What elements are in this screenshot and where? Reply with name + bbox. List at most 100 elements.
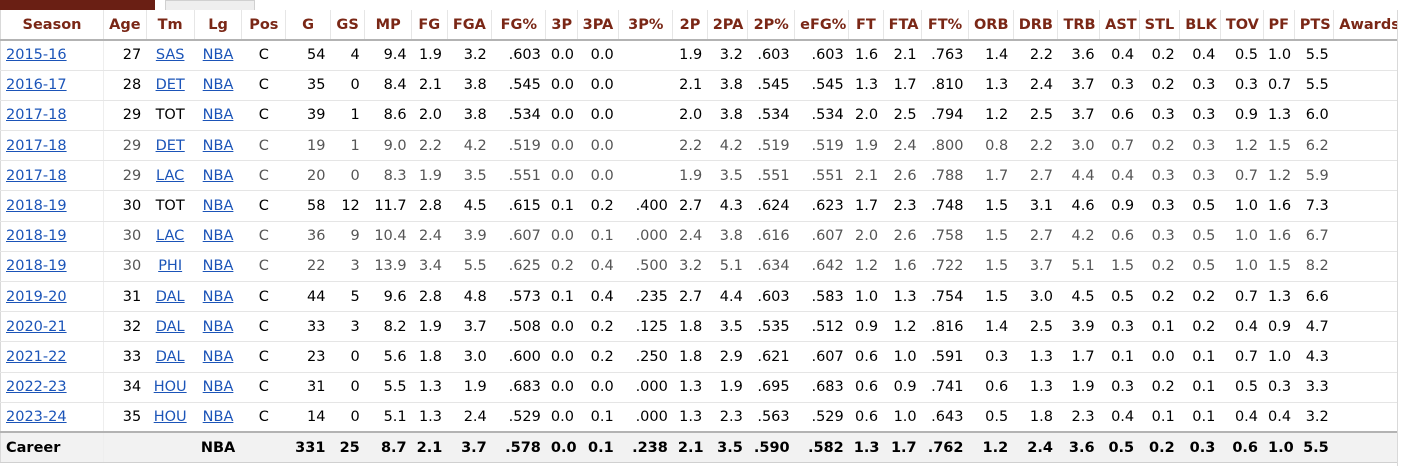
cell-fg: 2.2	[411, 130, 448, 162]
team-link[interactable]: SAS	[146, 40, 195, 71]
cell-p3: 0.0	[545, 311, 578, 343]
cell-age: 30	[103, 190, 147, 222]
column-header-awards[interactable]: Awards	[1333, 10, 1398, 41]
league-link[interactable]: NBA	[194, 372, 242, 403]
cell-ft: 1.7	[848, 190, 884, 222]
season-link[interactable]: 2017-18	[0, 100, 105, 132]
cell-g: 33	[285, 311, 331, 343]
column-header-3p-pct[interactable]: 3P%	[618, 10, 674, 41]
cell-pts: 6.2	[1294, 130, 1334, 162]
cell-efg: .534	[794, 100, 849, 132]
league-link[interactable]: NBA	[194, 130, 242, 162]
column-header-blk[interactable]: BLK	[1179, 10, 1221, 41]
column-header-fga[interactable]: FGA	[447, 10, 493, 41]
season-link[interactable]: 2022-23	[0, 372, 105, 403]
league-link[interactable]: NBA	[194, 281, 242, 313]
column-header-ft[interactable]: FT	[848, 10, 884, 41]
cell-pp2: .634	[747, 251, 795, 283]
tab-active[interactable]	[0, 0, 155, 12]
season-link[interactable]: 2018-19	[0, 251, 105, 283]
cell-efg: .551	[794, 160, 849, 192]
cell-fgp: .615	[491, 190, 546, 222]
cell-p3: 0.1	[545, 281, 578, 313]
cell-fg: 2.8	[411, 281, 448, 313]
season-link[interactable]: 2016-17	[0, 70, 105, 101]
column-header-ft-pct[interactable]: FT%	[921, 10, 969, 41]
cell-p3: 0.1	[545, 190, 578, 222]
cell-ftp: .643	[921, 402, 969, 433]
column-header-fg[interactable]: FG	[411, 10, 448, 41]
cell-fgp: .625	[491, 251, 546, 283]
column-header-ast[interactable]: AST	[1099, 10, 1140, 41]
league-link[interactable]: NBA	[194, 221, 242, 252]
team-link[interactable]: LAC	[146, 160, 195, 192]
column-header-pos[interactable]: Pos	[241, 10, 287, 41]
column-header-g[interactable]: G	[285, 10, 331, 41]
column-header-3pa[interactable]: 3PA	[577, 10, 620, 41]
season-link[interactable]: 2018-19	[0, 190, 105, 222]
team-link[interactable]: DAL	[146, 341, 195, 373]
cell-ftp: .591	[921, 341, 969, 373]
column-header-stl[interactable]: STL	[1139, 10, 1181, 41]
column-header-season[interactable]: Season	[0, 10, 105, 41]
column-header-orb[interactable]: ORB	[968, 10, 1014, 41]
column-header-mp[interactable]: MP	[364, 10, 413, 41]
team-link[interactable]: DET	[146, 130, 195, 162]
league-link[interactable]: NBA	[194, 100, 242, 132]
league-link[interactable]: NBA	[194, 251, 242, 283]
cell-pts: 4.7	[1294, 311, 1334, 343]
team-link[interactable]: HOU	[146, 402, 195, 433]
cell-stl: 0.2	[1139, 431, 1180, 464]
column-header-gs[interactable]: GS	[330, 10, 366, 41]
season-link[interactable]: 2018-19	[0, 221, 105, 252]
season-link[interactable]: 2017-18	[0, 160, 105, 192]
cell-mp: 5.5	[364, 372, 412, 403]
season-link[interactable]: 2015-16	[0, 40, 105, 71]
column-header-tm[interactable]: Tm	[146, 10, 195, 41]
team-link[interactable]: DET	[146, 70, 195, 101]
tab-inactive[interactable]	[165, 0, 255, 12]
column-header-lg[interactable]: Lg	[194, 10, 243, 41]
column-header-drb[interactable]: DRB	[1013, 10, 1059, 41]
team-link[interactable]: HOU	[146, 372, 195, 403]
column-header-trb[interactable]: TRB	[1057, 10, 1101, 41]
cell-blk: 0.3	[1179, 160, 1221, 192]
season-link[interactable]: 2017-18	[0, 130, 105, 162]
cell-p2: 1.9	[672, 40, 708, 71]
league-link[interactable]: NBA	[194, 311, 242, 343]
column-header-pts[interactable]: PTS	[1294, 10, 1335, 41]
team-link[interactable]: LAC	[146, 221, 195, 252]
column-header-2p[interactable]: 2P	[672, 10, 708, 41]
cell-fga: 3.0	[447, 341, 492, 373]
column-header-2p-pct[interactable]: 2P%	[747, 10, 796, 41]
cell-fg: 1.9	[411, 40, 448, 71]
column-header-efg-pct[interactable]: eFG%	[794, 10, 850, 41]
league-link[interactable]: NBA	[194, 190, 242, 222]
league-link[interactable]: NBA	[194, 70, 242, 101]
team-link[interactable]: DAL	[146, 281, 195, 313]
team-link[interactable]: PHI	[146, 251, 195, 283]
league-link[interactable]: NBA	[194, 160, 242, 192]
cell-awards	[1333, 190, 1398, 222]
season-link[interactable]: 2019-20	[0, 281, 105, 313]
column-header-pf[interactable]: PF	[1263, 10, 1295, 41]
cell-age: 30	[103, 251, 147, 283]
column-header-fta[interactable]: FTA	[883, 10, 923, 41]
cell-fta: 1.2	[883, 311, 922, 343]
league-link[interactable]: NBA	[194, 40, 242, 71]
column-header-age[interactable]: Age	[103, 10, 147, 41]
season-link[interactable]: 2021-22	[0, 341, 105, 373]
column-header-3p[interactable]: 3P	[545, 10, 578, 41]
column-header-tov[interactable]: TOV	[1220, 10, 1264, 41]
cell-pp2: .695	[747, 372, 795, 403]
cell-efg: .642	[794, 251, 849, 283]
league-link[interactable]: NBA	[194, 341, 242, 373]
season-link[interactable]: 2023-24	[0, 402, 105, 433]
cell-pp3: .235	[618, 281, 673, 313]
column-header-2pa[interactable]: 2PA	[707, 10, 749, 41]
league-link[interactable]: NBA	[194, 402, 242, 433]
team-link[interactable]: DAL	[146, 311, 195, 343]
season-link[interactable]: 2020-21	[0, 311, 105, 343]
column-header-fg-pct[interactable]: FG%	[491, 10, 547, 41]
cell-fga: 4.2	[447, 130, 492, 162]
